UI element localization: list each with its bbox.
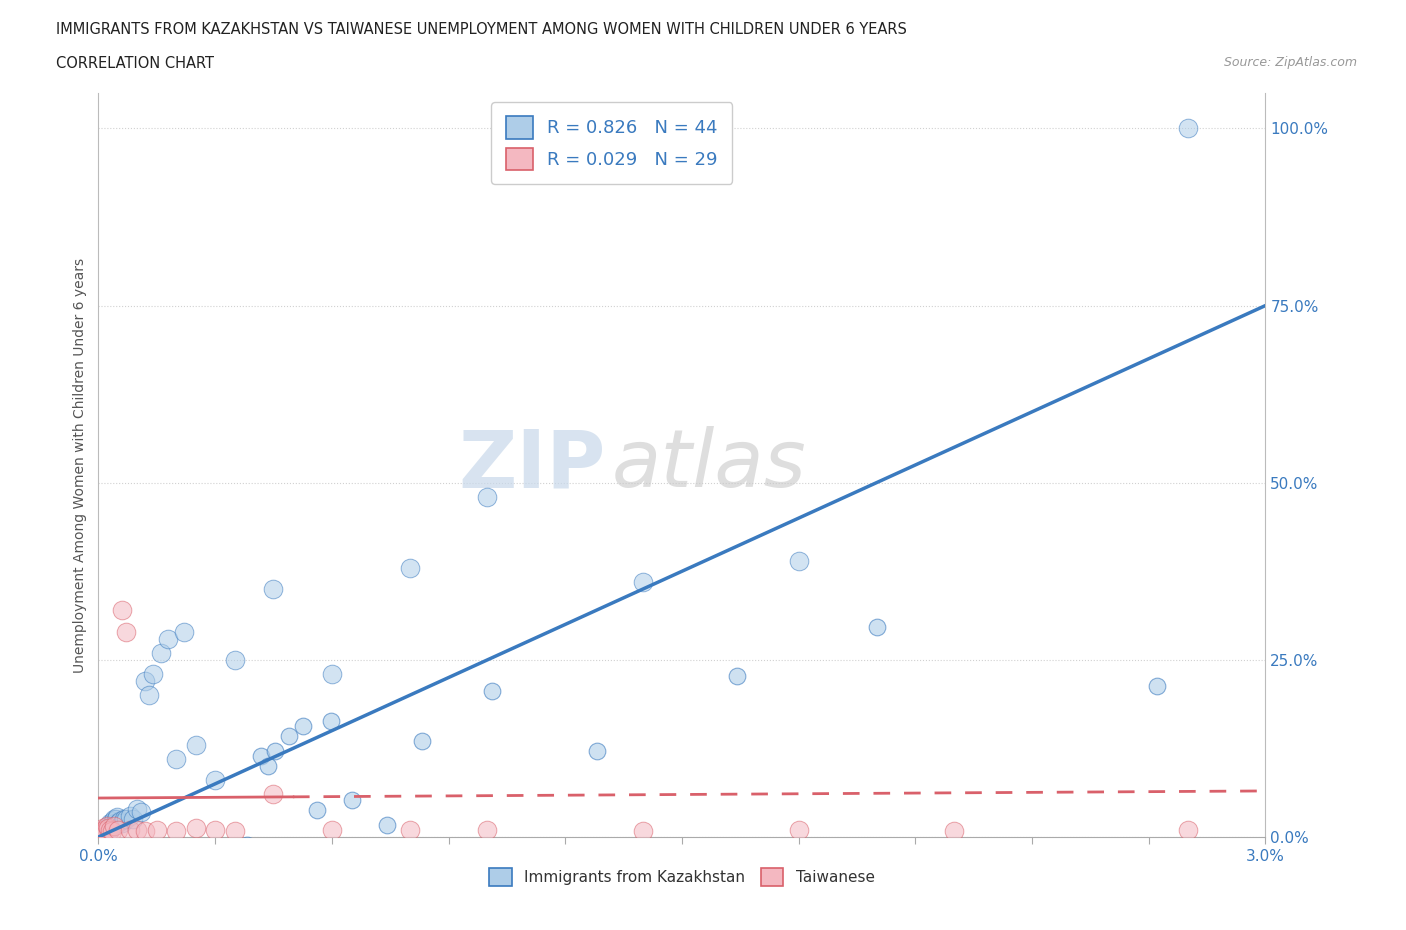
Point [103,814,125,829]
Point [107,816,129,830]
Point [114,624,136,639]
Point [134,673,156,688]
Point [165,751,187,766]
Point [112,812,135,827]
Point [224,824,246,839]
Point [184,821,207,836]
Point [104,816,127,830]
Point [224,653,246,668]
Point [787,822,810,837]
Point [149,645,172,660]
Point [477,822,499,837]
Point [943,824,966,839]
Point [91,824,114,839]
Text: Source: ZipAtlas.com: Source: ZipAtlas.com [1223,56,1357,69]
Point [173,624,195,639]
Point [122,812,145,827]
Point [111,816,134,830]
Point [94,822,117,837]
Point [98,824,121,839]
Legend: Immigrants from Kazakhstan, Taiwanese: Immigrants from Kazakhstan, Taiwanese [484,862,880,893]
Point [134,824,156,839]
Point [262,787,284,802]
Point [91,824,114,839]
Point [91,827,114,842]
Point [96,821,118,836]
Point [477,489,499,504]
Text: atlas: atlas [612,426,807,504]
Point [138,688,160,703]
Point [204,773,226,788]
Point [1177,822,1199,837]
Point [787,553,810,568]
Text: IMMIGRANTS FROM KAZAKHSTAN VS TAIWANESE UNEMPLOYMENT AMONG WOMEN WITH CHILDREN U: IMMIGRANTS FROM KAZAKHSTAN VS TAIWANESE … [56,22,907,37]
Point [129,804,152,819]
Text: CORRELATION CHART: CORRELATION CHART [56,56,214,71]
Point [118,822,141,837]
Point [104,812,127,827]
Point [90,822,112,837]
Point [157,631,180,646]
Point [107,822,129,837]
Point [101,824,124,839]
Point [146,822,169,837]
Point [90,826,112,841]
Point [93,822,115,837]
Point [97,821,120,836]
Point [111,603,134,618]
Point [262,581,284,596]
Y-axis label: Unemployment Among Women with Children Under 6 years: Unemployment Among Women with Children U… [73,258,87,672]
Point [631,575,654,590]
Point [103,819,125,834]
Point [93,825,115,840]
Point [127,822,149,837]
Point [98,822,121,837]
Point [114,812,136,827]
Point [184,737,207,752]
Point [631,824,654,839]
Point [321,822,343,837]
Point [142,667,165,682]
Point [94,824,117,839]
Point [165,824,187,839]
Point [91,821,114,836]
Point [108,814,131,829]
Point [103,812,125,827]
Point [100,819,122,834]
Point [101,817,124,831]
Point [105,810,128,825]
Point [127,802,149,817]
Point [398,822,420,837]
Point [97,822,120,837]
Point [96,819,118,834]
Point [321,667,343,682]
Point [96,824,118,839]
Point [398,560,420,575]
Text: ZIP: ZIP [458,426,606,504]
Point [97,819,120,834]
Point [1177,121,1199,136]
Point [204,822,226,837]
Point [118,808,141,823]
Point [98,816,121,830]
